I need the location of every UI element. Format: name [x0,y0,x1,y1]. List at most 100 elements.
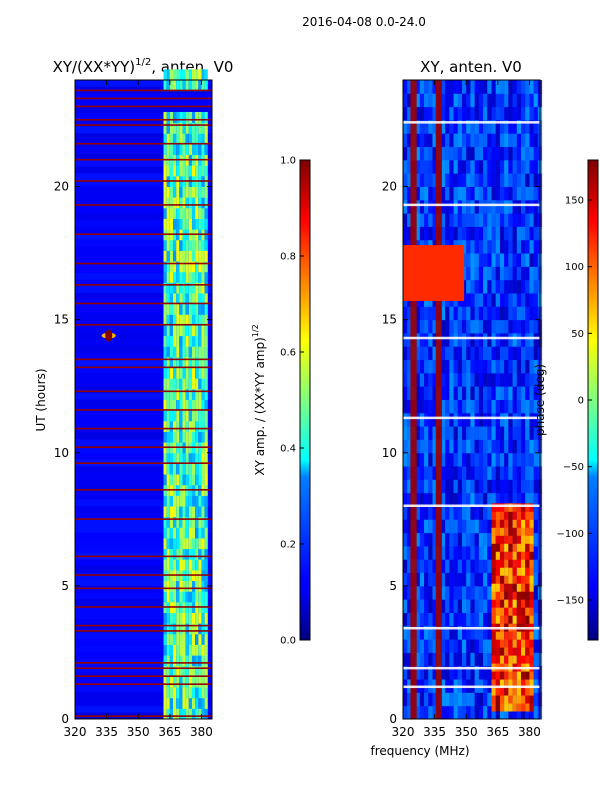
heatmap-cell [198,207,202,219]
heatmap-cell [445,199,450,214]
heatmap-cell [449,559,454,574]
heatmap-cell [483,639,488,653]
heatmap-cell [432,80,437,94]
heatmap-cell [491,679,496,688]
heatmap-cell [185,80,189,92]
heatmap-cell [415,372,420,387]
heatmap-cell [445,346,450,361]
heatmap-cell [478,692,484,707]
heatmap-cell [474,652,479,667]
heatmap-row [75,679,212,686]
heatmap-cell [163,143,167,156]
heatmap-cell [163,463,167,475]
heatmap-cell [182,708,186,720]
heatmap-cell [499,239,505,254]
heatmap-cell [504,452,509,467]
heatmap-cell [424,119,429,134]
heatmap-cell [499,703,505,712]
heatmap-cell [191,303,196,315]
heatmap-cell [415,93,420,108]
heatmap-cell [403,412,408,427]
heatmap-cell [445,479,450,494]
heatmap-cell [169,133,174,145]
heatmap-cell [163,399,167,411]
heatmap-cell [173,410,177,422]
colorbar-tick-label: 0.8 [280,252,296,263]
heatmap-cell [529,575,534,584]
heatmap-cell [195,165,199,177]
heatmap-cell [407,705,412,720]
heatmap-cell [201,495,205,507]
heatmap-cell [419,559,425,574]
heatmap-cell [453,412,458,427]
heatmap-cell [483,186,488,201]
heatmap-cell [415,652,420,667]
heatmap-cell [462,652,467,667]
heatmap-cell [432,705,437,720]
heatmap-cell [483,585,488,600]
heatmap-cell [462,585,467,600]
heatmap-cell [415,226,420,241]
heatmap-cell [440,599,446,613]
heatmap-cell [487,293,492,307]
heatmap-row [75,286,212,293]
heatmap-cell [521,479,526,494]
heatmap-cell [198,250,202,262]
heatmap-cell [525,253,530,267]
right-heatmap [403,80,543,720]
heatmap-cell [445,173,450,187]
heatmap-cell [169,367,174,379]
heatmap-cell [188,133,192,145]
colorbar-tick-label: −100 [557,529,584,540]
gap-row [403,203,540,207]
heatmap-row [75,692,212,700]
heatmap-cell [474,439,479,454]
heatmap-cell [508,705,513,720]
heatmap-cell [195,655,199,667]
heatmap-cell [499,173,505,187]
heatmap-cell [478,559,484,574]
heatmap-cell [407,306,412,321]
heatmap-cell [449,133,454,148]
heatmap-cell [169,186,174,198]
heatmap-cell [176,420,180,432]
heatmap-cell [449,545,454,560]
heatmap-cell [201,282,205,294]
heatmap-cell [470,612,475,627]
right-xlabel: frequency (MHz) [370,744,469,758]
heatmap-cell [173,548,177,560]
heatmap-cell [504,133,509,148]
heatmap-cell [182,239,186,251]
heatmap-cell [529,705,534,720]
heatmap-cell [415,452,420,467]
heatmap-cell [529,647,534,656]
heatmap-cell [179,410,183,422]
heatmap-cell [195,708,199,720]
heatmap-cell [483,213,488,227]
heatmap-cell [466,80,471,94]
heatmap-cell [166,271,170,283]
heatmap-cell [204,335,208,347]
heatmap-cell [462,665,467,680]
heatmap-cell [525,591,530,600]
heatmap-cell [440,612,446,627]
heatmap-cell [478,93,484,108]
heatmap-cell [521,535,526,544]
heatmap-cell [521,239,526,254]
heatmap-cell [198,314,202,326]
heatmap-cell [428,399,433,414]
heatmap-cell [478,253,484,267]
heatmap-cell [525,705,530,720]
heatmap-cell [470,93,475,108]
heatmap-cell [424,585,429,600]
heatmap-cell [432,359,437,374]
heatmap-cell [182,548,186,560]
heatmap-cell [419,359,425,374]
heatmap-cell [487,665,492,680]
heatmap-cell [432,146,437,161]
heatmap-cell [495,591,500,600]
flagged-row [75,574,212,576]
heatmap-cell [424,559,429,574]
heatmap-cell [191,516,196,528]
heatmap-cell [166,133,170,145]
